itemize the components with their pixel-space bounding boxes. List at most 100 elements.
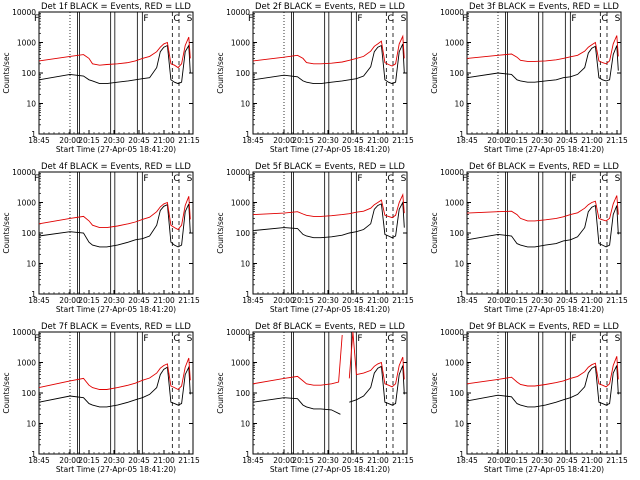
x-tick-label: 18:45 (28, 456, 50, 465)
y-tick-label: 10000 (226, 328, 250, 337)
panel-det-8: Det 8f BLACK = Events, RED = LLD 1 10 100 10… (216, 322, 414, 474)
x-tick-label: 21:15 (178, 456, 200, 465)
y-tick-label: 1000 (17, 39, 36, 48)
flag-marker: F (34, 14, 39, 24)
flag-marker: C (173, 14, 179, 24)
y-tick-label: 10000 (12, 168, 36, 177)
y-tick-label: 1 (31, 290, 36, 299)
flag-marker: F (143, 174, 148, 184)
panel-title: Det 8f BLACK = Events, RED = LLD (255, 322, 405, 332)
x-tick-label: 18:45 (28, 296, 50, 305)
panel-det-4: Det 4f BLACK = Events, RED = LLD 1 10 100 10… (2, 162, 200, 314)
y-tick-label: 100 (236, 229, 251, 238)
flag-marker: F (248, 334, 253, 344)
y-tick-label: 10000 (440, 168, 464, 177)
x-tick-label: 20:45 (556, 296, 578, 305)
flag-marker: F (357, 174, 362, 184)
x-axis-label: Start Time (27-Apr-05 18:41:20) (56, 305, 176, 314)
y-tick-label: 100 (22, 389, 37, 398)
x-axis-label: Start Time (27-Apr-05 18:41:20) (56, 145, 176, 154)
x-tick-label: 20:00 (487, 136, 509, 145)
series-lld (252, 331, 405, 388)
flag-marker: C (387, 174, 393, 184)
y-tick-label: 100 (450, 229, 465, 238)
x-tick-label: 20:00 (59, 296, 81, 305)
x-tick-label: 20:00 (59, 136, 81, 145)
y-tick-label: 1 (245, 130, 250, 139)
x-tick-label: 21:00 (367, 136, 389, 145)
x-tick-label: 20:15 (292, 456, 314, 465)
panel-title: Det 3f BLACK = Events, RED = LLD (469, 2, 619, 12)
y-axis-label: Counts/sec (2, 372, 11, 413)
x-tick-label: 20:00 (273, 456, 295, 465)
flag-marker: C (601, 334, 607, 344)
y-tick-label: 1000 (17, 199, 36, 208)
flag-marker: C (601, 14, 607, 24)
panel-det-5: Det 5f BLACK = Events, RED = LLD 1 10 100 10… (216, 162, 414, 314)
flag-marker: S (615, 334, 621, 344)
panel-det-3: Det 3f BLACK = Events, RED = LLD 1 10 100 10… (430, 2, 628, 154)
y-axis-label: Counts/sec (430, 52, 439, 93)
x-tick-label: 20:15 (78, 296, 100, 305)
series-lld (466, 356, 619, 388)
y-tick-label: 10 (240, 260, 250, 269)
flag-marker: S (615, 174, 621, 184)
y-tick-label: 1000 (445, 39, 464, 48)
y-tick-label: 1000 (231, 199, 250, 208)
series-events (252, 365, 405, 415)
flag-marker: C (387, 334, 393, 344)
flag-marker: F (34, 174, 39, 184)
x-tick-label: 20:45 (556, 456, 578, 465)
y-tick-label: 1000 (445, 359, 464, 368)
panel-title: Det 1f BLACK = Events, RED = LLD (41, 2, 191, 12)
x-tick-label: 21:15 (392, 296, 414, 305)
x-tick-label: 20:30 (531, 456, 553, 465)
flag-marker: S (401, 334, 407, 344)
flag-marker: F (462, 174, 467, 184)
y-tick-label: 1000 (445, 199, 464, 208)
x-tick-label: 20:30 (531, 136, 553, 145)
flag-marker: S (187, 174, 193, 184)
x-tick-label: 20:45 (342, 136, 364, 145)
y-tick-label: 1000 (231, 359, 250, 368)
y-tick-label: 1 (245, 290, 250, 299)
x-axis-label: Start Time (27-Apr-05 18:41:20) (270, 145, 390, 154)
panel-det-2: Det 2f BLACK = Events, RED = LLD 1 10 100 10… (216, 2, 414, 154)
x-tick-label: 21:00 (153, 136, 175, 145)
y-axis-label: Counts/sec (2, 52, 11, 93)
flag-marker: F (248, 174, 253, 184)
x-tick-label: 18:45 (456, 296, 478, 305)
x-tick-label: 20:30 (103, 456, 125, 465)
x-tick-label: 20:00 (487, 456, 509, 465)
x-tick-label: 21:00 (153, 296, 175, 305)
y-tick-label: 10 (26, 260, 36, 269)
x-tick-label: 21:15 (606, 456, 628, 465)
x-tick-label: 21:00 (581, 456, 603, 465)
y-tick-label: 10000 (440, 328, 464, 337)
y-tick-label: 10000 (226, 168, 250, 177)
x-tick-label: 20:30 (317, 296, 339, 305)
series-lld (252, 34, 405, 67)
x-tick-label: 21:00 (581, 296, 603, 305)
y-tick-label: 10 (240, 100, 250, 109)
flag-marker: F (143, 14, 148, 24)
y-tick-label: 10 (240, 420, 250, 429)
x-tick-label: 20:30 (103, 296, 125, 305)
y-tick-label: 10 (26, 100, 36, 109)
x-tick-label: 21:00 (367, 456, 389, 465)
y-tick-label: 1 (459, 130, 464, 139)
y-axis-label: Counts/sec (216, 372, 225, 413)
y-tick-label: 1 (459, 290, 464, 299)
flag-marker: S (187, 334, 193, 344)
x-tick-label: 20:00 (273, 296, 295, 305)
x-tick-label: 20:15 (292, 136, 314, 145)
flag-marker: C (173, 174, 179, 184)
panel-det-7: Det 7f BLACK = Events, RED = LLD 1 10 100 10… (2, 322, 200, 474)
flag-marker: S (401, 14, 407, 24)
panel-title: Det 7f BLACK = Events, RED = LLD (41, 322, 191, 332)
flag-marker: C (387, 14, 393, 24)
x-tick-label: 21:15 (606, 296, 628, 305)
x-tick-label: 20:00 (273, 136, 295, 145)
x-tick-label: 20:45 (342, 456, 364, 465)
